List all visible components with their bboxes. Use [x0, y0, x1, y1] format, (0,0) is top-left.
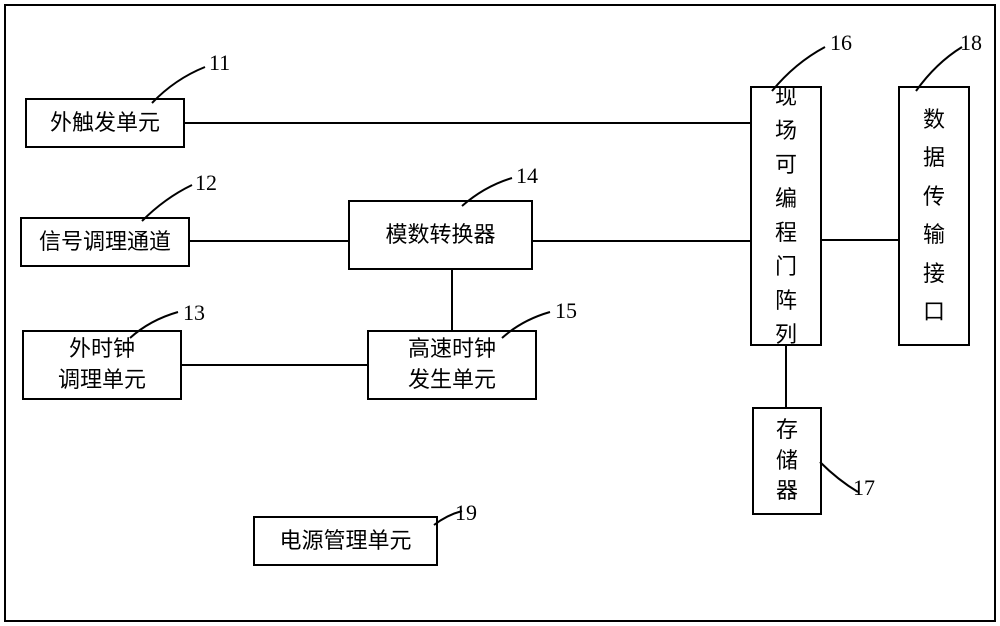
node-17-c1: 存: [776, 415, 798, 446]
node-16-c7: 阵: [775, 284, 797, 318]
node-18-c1: 数: [923, 101, 945, 140]
label-12: 12: [195, 170, 217, 196]
node-13-label-line1: 外时钟: [69, 334, 135, 365]
edge-15-14: [451, 270, 453, 330]
node-16-c6: 门: [775, 250, 797, 284]
outer-frame: [4, 4, 996, 622]
label-11: 11: [209, 50, 230, 76]
edge-16-18: [822, 239, 898, 241]
node-19-power-management-unit: 电源管理单元: [253, 516, 438, 566]
node-16-c1: 现: [775, 80, 797, 114]
node-17-c3: 器: [776, 476, 798, 507]
node-13-external-clock-conditioning-unit: 外时钟 调理单元: [22, 330, 182, 400]
node-18-c3: 传: [923, 178, 945, 217]
node-14-label: 模数转换器: [385, 220, 495, 251]
node-17-c2: 储: [776, 446, 798, 477]
node-13-label-line2: 调理单元: [58, 365, 146, 396]
node-12-signal-conditioning-channel: 信号调理通道: [20, 217, 190, 267]
node-11-external-trigger-unit: 外触发单元: [25, 98, 185, 148]
label-19: 19: [455, 500, 477, 526]
node-15-high-speed-clock-generator: 高速时钟 发生单元: [367, 330, 537, 400]
node-14-adc: 模数转换器: [348, 200, 533, 270]
label-16: 16: [830, 30, 852, 56]
node-16-c4: 编: [775, 182, 797, 216]
node-16-fpga: 现 场 可 编 程 门 阵 列: [750, 86, 822, 346]
node-16-c8: 列: [775, 318, 797, 352]
edge-11-16: [185, 122, 750, 124]
label-14: 14: [516, 163, 538, 189]
node-16-c5: 程: [775, 216, 797, 250]
label-17: 17: [853, 475, 875, 501]
node-16-c2: 场: [775, 114, 797, 148]
node-18-c4: 输: [923, 216, 945, 255]
node-18-c6: 口: [923, 293, 945, 332]
node-15-label-line2: 发生单元: [408, 365, 496, 396]
node-15-label-line1: 高速时钟: [408, 334, 496, 365]
node-17-memory: 存 储 器: [752, 407, 822, 515]
node-16-c3: 可: [775, 148, 797, 182]
node-18-data-transfer-interface: 数 据 传 输 接 口: [898, 86, 970, 346]
node-12-label: 信号调理通道: [39, 227, 171, 258]
label-18: 18: [960, 30, 982, 56]
diagram-canvas: 外触发单元 信号调理通道 外时钟 调理单元 模数转换器 高速时钟 发生单元 现 …: [0, 0, 1000, 626]
edge-16-17: [785, 346, 787, 407]
edge-13-15: [182, 364, 367, 366]
label-13: 13: [183, 300, 205, 326]
node-19-label: 电源管理单元: [279, 526, 411, 557]
edge-14-16: [533, 240, 750, 242]
edge-12-14: [190, 240, 348, 242]
node-18-c2: 据: [923, 139, 945, 178]
node-18-c5: 接: [923, 255, 945, 294]
node-11-label: 外触发单元: [50, 108, 160, 139]
label-15: 15: [555, 298, 577, 324]
